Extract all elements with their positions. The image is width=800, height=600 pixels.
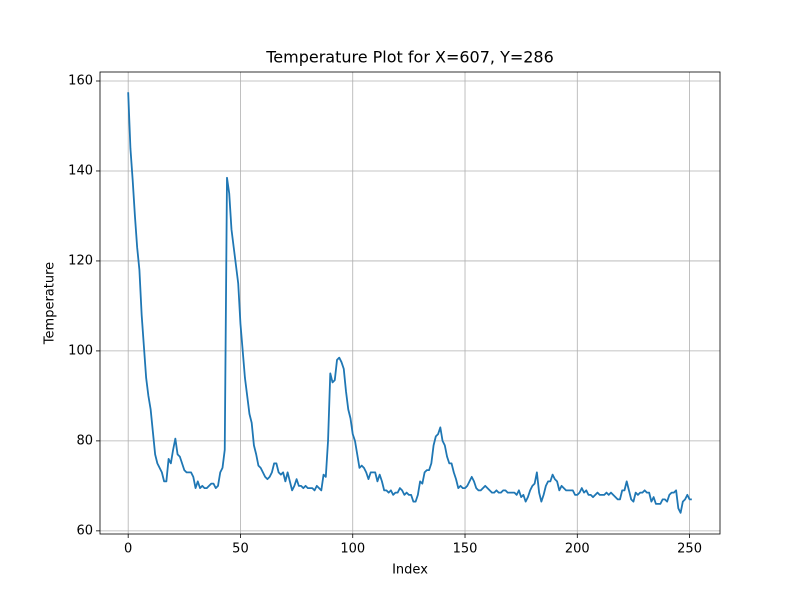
x-axis-label: Index [392,563,428,578]
y-tick-label: 100 [68,343,93,358]
x-tick-label: 150 [453,542,478,557]
y-tick-label: 140 [68,163,93,178]
x-tick-label: 100 [340,542,365,557]
x-tick-label: 200 [565,542,590,557]
data-line [127,92,692,514]
y-tick-label: 80 [76,433,93,448]
plot-frame [99,71,721,535]
x-tick-label: 250 [677,542,702,557]
y-tick-label: 60 [76,523,93,538]
y-axis-label: Temperature [43,262,58,345]
y-tick-label: 160 [68,73,93,88]
x-tick-label: 50 [232,542,249,557]
x-tick-label: 0 [124,542,132,557]
y-tick-label: 120 [68,253,93,268]
chart-title: Temperature Plot for X=607, Y=286 [265,48,554,67]
